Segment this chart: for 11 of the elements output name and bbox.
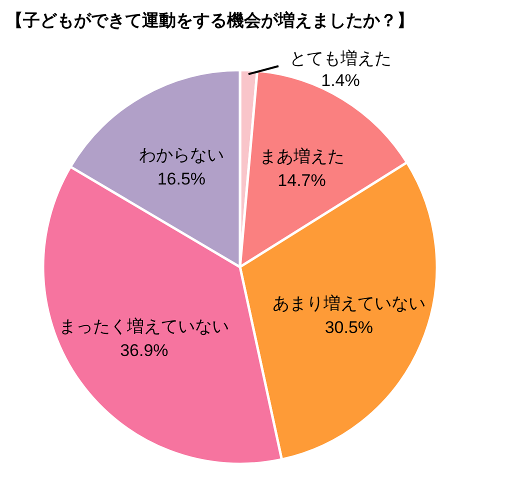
slice-label: とても増えた <box>289 49 392 68</box>
data-label: 30.5% <box>324 318 374 337</box>
slice-label: あまり増えていない <box>272 294 426 313</box>
slice-label: まったく増えていない <box>59 317 230 336</box>
data-label: 14.7% <box>278 171 326 190</box>
data-label: 16.5% <box>157 169 206 188</box>
slice-label: まあ増えた <box>259 147 344 166</box>
data-label: 1.4% <box>321 71 360 90</box>
chart-title: 【子どもができて運動をする機会が増えましたか？】 <box>6 10 414 30</box>
data-label: 36.9% <box>120 341 168 360</box>
slice-label: わからない <box>138 145 224 164</box>
